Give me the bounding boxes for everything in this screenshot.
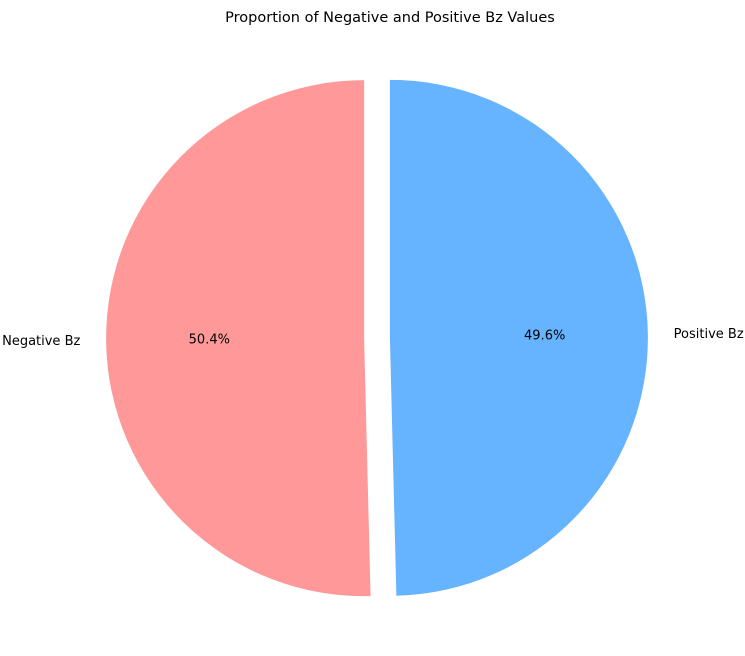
pie-category-label: Negative Bz (2, 334, 80, 349)
pie-slice-negative-bz (106, 80, 371, 597)
pie-slices (106, 79, 648, 597)
pie-pct-label: 50.4% (189, 333, 230, 348)
pie-labels: 50.4% Negative Bz 49.6% Positive Bz (2, 327, 744, 349)
pie-pct-label: 49.6% (524, 328, 565, 343)
chart-title: Proportion of Negative and Positive Bz V… (225, 10, 555, 26)
pie-category-label: Positive Bz (674, 327, 744, 342)
pie-slice-positive-bz (389, 79, 648, 596)
